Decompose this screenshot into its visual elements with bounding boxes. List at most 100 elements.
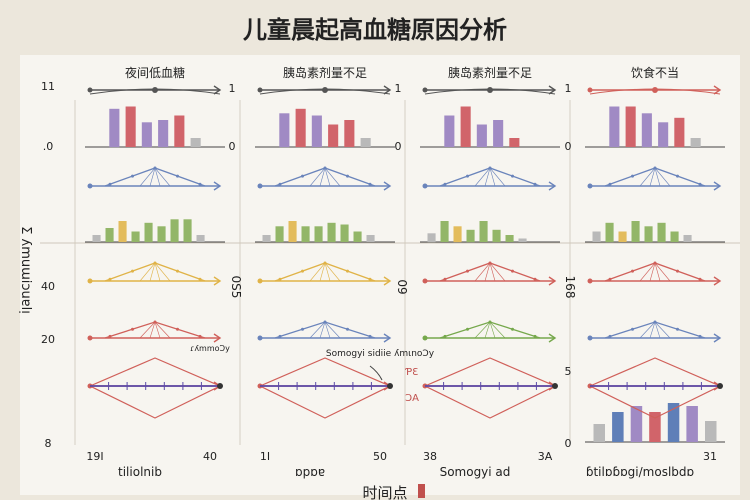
series-point — [176, 269, 179, 273]
series-curve — [89, 88, 221, 95]
y-axis-label: Ʃ ʎmuɯiɔuɐlᴉ — [18, 226, 33, 314]
series-peak — [274, 167, 376, 187]
y-tick-label: 40 — [41, 280, 55, 293]
bar — [170, 219, 179, 243]
bar — [196, 235, 205, 242]
bar — [612, 412, 624, 442]
y-tick-label: 1 — [229, 82, 236, 95]
bar — [649, 412, 661, 442]
series-hatch — [654, 321, 671, 339]
series-point — [387, 383, 393, 389]
series-point — [608, 277, 612, 281]
bar — [618, 231, 627, 242]
series-arrow — [713, 276, 722, 286]
column-header: 胰岛素剂量不足 — [448, 65, 532, 80]
x-tick-label: 38 — [423, 450, 437, 463]
series-point — [87, 87, 93, 93]
x-axis-label: ɒpɒɐ — [295, 465, 325, 479]
series-point — [368, 182, 372, 186]
bar — [279, 113, 290, 148]
bar — [683, 235, 692, 242]
series-hatch — [154, 262, 161, 282]
series-point — [153, 320, 157, 324]
bar — [690, 138, 701, 147]
series-hatch — [639, 321, 656, 339]
bar — [174, 115, 185, 147]
series-point — [323, 261, 327, 265]
series-hatch — [654, 167, 671, 187]
side-label: 168 — [563, 276, 577, 299]
bar — [366, 235, 375, 242]
series-peak — [604, 167, 706, 187]
x-axis-label: ɓtilɒɓɒgi/moslbdɒ — [586, 465, 694, 479]
series-point — [533, 277, 537, 281]
bar — [353, 231, 362, 242]
bar — [592, 231, 601, 242]
series-arrow — [383, 85, 392, 95]
y-tick-label: 20 — [41, 333, 55, 346]
series-point — [653, 261, 657, 265]
series-hatch — [319, 167, 326, 187]
column-header: 夜间低血糖 — [125, 65, 185, 80]
series-point — [153, 166, 157, 170]
series-peak — [604, 262, 706, 282]
y-tick-label: 0 — [395, 140, 402, 153]
series-arrow — [713, 181, 722, 191]
series-arrow — [548, 276, 557, 286]
bar — [453, 226, 462, 243]
series-hatch — [324, 167, 341, 187]
series-point — [653, 320, 657, 324]
series-point — [368, 334, 372, 338]
series-point — [488, 320, 492, 324]
series-point — [487, 87, 493, 93]
series-arrow — [213, 276, 222, 286]
bar — [427, 233, 436, 243]
bar — [686, 406, 698, 442]
bar — [509, 138, 520, 147]
series-hatch — [489, 167, 506, 187]
series-arrow — [548, 85, 557, 95]
bar — [493, 120, 504, 147]
series-point — [511, 174, 514, 178]
series-hatch — [139, 321, 156, 339]
series-point — [466, 269, 469, 273]
series-hatch — [654, 262, 661, 282]
bar — [295, 108, 306, 148]
bar — [609, 106, 620, 147]
bar — [158, 120, 169, 147]
series-peak — [439, 167, 541, 187]
series-point — [368, 277, 372, 281]
series-hatch — [474, 262, 491, 282]
column-header: 胰岛素剂量不足 — [283, 65, 367, 80]
series-point — [587, 278, 593, 284]
bar — [644, 226, 653, 243]
series-point — [346, 269, 349, 273]
series-diamond — [588, 357, 722, 419]
series-point — [278, 334, 282, 338]
y-tick-label: 8 — [45, 437, 52, 450]
series-point — [676, 327, 679, 331]
bar — [183, 219, 192, 243]
y-tick-label: 0 — [565, 437, 572, 450]
bar — [262, 235, 271, 242]
series-point — [176, 327, 179, 331]
series-hatch — [324, 321, 331, 339]
series-point — [587, 335, 593, 341]
series-hatch — [489, 321, 506, 339]
series-point — [488, 261, 492, 265]
series-point — [652, 87, 658, 93]
series-point — [257, 278, 263, 284]
series-point — [278, 182, 282, 186]
series-point — [466, 327, 469, 331]
bar — [667, 403, 680, 442]
bar — [505, 235, 514, 242]
series-point — [511, 327, 514, 331]
bar — [440, 221, 449, 242]
series-hatch — [654, 167, 661, 187]
series-diamond — [88, 357, 222, 419]
series-curve — [424, 88, 556, 95]
series-point — [698, 277, 702, 281]
series-point — [87, 278, 93, 284]
series-point — [676, 269, 679, 273]
bar — [311, 115, 322, 147]
